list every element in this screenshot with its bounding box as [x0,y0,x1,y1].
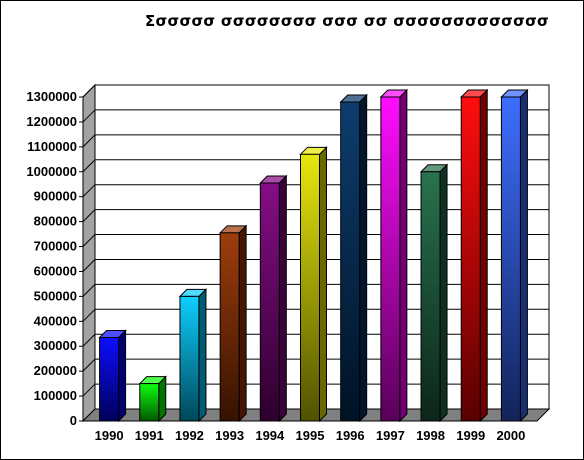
bar-side-1991 [158,375,167,423]
x-tick-label: 1999 [456,428,485,443]
bar-side-1999 [479,88,488,423]
gridline-side [82,358,96,372]
y-tick-label: 1300000 [26,89,77,104]
chart-title: Σσσσσσ σσσσσσσσ σσσ σσ σσσσσσσσσσσσσ [144,12,550,30]
gridline-side [82,333,96,347]
bar-2000 [500,96,521,422]
bar-side-1996 [359,93,368,423]
y-tick-label: 1000000 [26,164,77,179]
x-tick-label: 1998 [416,428,445,443]
x-tick-label: 1992 [175,428,204,443]
gridline-side [82,134,96,148]
bar-side-1993 [238,224,247,423]
bar-1991 [139,383,160,422]
y-tick-label: 300000 [34,338,77,353]
x-tick-label: 1993 [215,428,244,443]
bar-1996 [340,101,361,422]
bar-side-1995 [319,146,327,423]
bar-1998 [420,171,441,422]
bar-side-2000 [519,88,528,423]
y-tick-label: 600000 [34,263,77,278]
x-tick-label: 1990 [95,428,124,443]
gridline-side [82,209,96,222]
y-tick-label: 500000 [34,288,77,303]
y-tick-label: 200000 [34,363,77,378]
y-tick-label: 400000 [34,313,77,328]
gridline-side [82,284,96,297]
bar-1997 [380,96,401,422]
left-wall [82,83,96,423]
gridline-side [82,383,96,397]
y-tick-label: 1100000 [27,139,77,154]
y-tick-label: 700000 [34,239,77,254]
x-tick-label: 1995 [296,428,325,443]
bar-1995 [300,153,320,422]
bar-1994 [259,182,280,422]
bar-side-1992 [198,288,207,423]
bar-side-1997 [399,88,408,423]
gridline-side [82,84,96,98]
gridline-side [82,308,96,322]
x-tick-label: 1997 [376,428,405,443]
x-tick-label: 1996 [336,428,365,443]
bar-side-1994 [278,174,287,423]
bar-side-1990 [118,329,127,423]
bar-1992 [179,295,200,422]
x-tick-label: 1994 [255,428,285,443]
bar-1999 [460,96,481,422]
y-tick-label: 1200000 [26,114,77,129]
x-tick-label: 2000 [496,428,525,443]
bar-side-1998 [439,163,448,423]
y-tick-label: 0 [70,413,77,428]
gridline-side [82,234,96,247]
gridline-side [82,159,96,173]
x-tick-label: 1991 [135,428,164,443]
gridline-side [82,109,96,123]
y-tick-label: 800000 [34,214,77,229]
bar-1990 [99,337,120,422]
y-tick-label: 100000 [34,388,77,403]
gridline-side [82,259,96,272]
gridline-side [82,184,96,198]
y-tick-label: 900000 [34,189,77,204]
bar-1993 [219,232,240,422]
